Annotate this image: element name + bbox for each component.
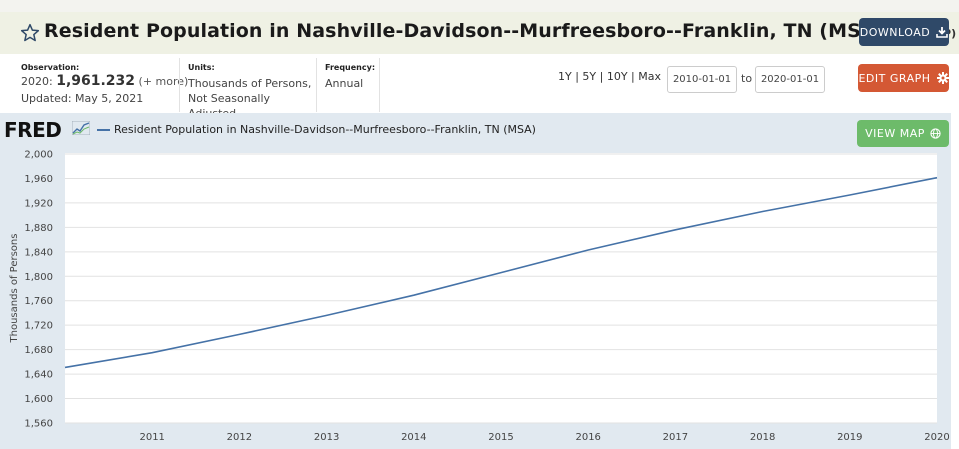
x-tick-label: 2015 xyxy=(488,432,513,443)
frequency-label: Frequency: xyxy=(325,63,376,72)
x-tick-label: 2020 xyxy=(924,432,949,443)
y-axis-ticks: 1,560 1,600 1,640 1,680 1,720 1,760 1,800 1,840… xyxy=(24,150,53,430)
range-5y[interactable]: 5Y xyxy=(582,70,597,83)
x-axis-ticks: 2011 2012 2013 2014 2015 2016 2017 2018 2019 2020 xyxy=(139,432,949,443)
fred-logo: FRED xyxy=(4,118,62,142)
range-selector: 1Y | 5Y | 10Y | Max xyxy=(558,70,662,83)
end-date-input[interactable]: 2020-01-01 xyxy=(755,66,825,93)
y-tick-label: 2,000 xyxy=(24,150,53,161)
x-tick-label: 2017 xyxy=(663,432,688,443)
globe-icon xyxy=(930,128,941,139)
meta-divider xyxy=(316,58,317,112)
legend-swatch xyxy=(97,129,110,131)
y-axis-title: Thousands of Persons xyxy=(9,234,20,344)
series-group xyxy=(64,176,938,369)
units-label: Units: xyxy=(188,63,215,72)
edit-graph-button[interactable]: EDIT GRAPH xyxy=(858,64,949,92)
fred-graph-icon xyxy=(72,121,90,135)
gear-icon xyxy=(936,72,949,84)
x-tick-label: 2011 xyxy=(139,432,164,443)
range-max[interactable]: Max xyxy=(638,70,662,83)
observation-value: 1,961.232 xyxy=(56,73,136,89)
meta-divider xyxy=(379,58,380,112)
download-button[interactable]: DOWNLOAD xyxy=(859,18,949,46)
observation-value-row: 2020: 1,961.232 (+ more) xyxy=(21,74,188,89)
legend-label: Resident Population in Nashville-Davidso… xyxy=(114,123,536,136)
units-line1: Thousands of Persons, xyxy=(188,77,312,90)
x-tick-label: 2013 xyxy=(314,432,339,443)
view-map-button[interactable]: VIEW MAP xyxy=(857,120,949,147)
y-tick-label: 1,800 xyxy=(24,272,53,283)
to-label: to xyxy=(741,72,753,85)
updated-date: Updated: May 5, 2021 xyxy=(21,92,144,105)
y-tick-label: 1,640 xyxy=(24,370,53,381)
range-10y[interactable]: 10Y xyxy=(606,70,628,83)
star-icon[interactable] xyxy=(20,23,40,43)
observation-label: Observation: xyxy=(21,63,80,72)
y-tick-label: 1,760 xyxy=(24,296,53,307)
x-tick-label: 2014 xyxy=(401,432,426,443)
download-label: DOWNLOAD xyxy=(859,25,931,39)
y-tick-label: 1,880 xyxy=(24,223,53,234)
y-tick-label: 1,600 xyxy=(24,394,53,405)
frequency-value: Annual xyxy=(325,77,364,90)
x-tick-label: 2019 xyxy=(837,432,862,443)
observation-block: Observation: 2020: 1,961.232 (+ more) Up… xyxy=(21,56,188,112)
observation-year: 2020: xyxy=(21,75,53,88)
series-line xyxy=(64,176,938,369)
edit-graph-label: EDIT GRAPH xyxy=(858,71,931,85)
download-icon xyxy=(936,27,949,38)
plot-background xyxy=(65,153,937,423)
series-header: Resident Population in Nashville-Davidso… xyxy=(0,12,959,54)
series-title: Resident Population in Nashville-Davidso… xyxy=(44,20,885,42)
grid-lines xyxy=(65,153,937,424)
observation-more-link[interactable]: (+ more) xyxy=(138,75,189,88)
y-tick-label: 1,680 xyxy=(24,345,53,356)
x-tick-label: 2018 xyxy=(750,432,775,443)
top-strip xyxy=(0,0,959,12)
x-tick-label: 2016 xyxy=(575,432,600,443)
frequency-block: Frequency: Annual xyxy=(325,56,375,112)
y-tick-label: 1,720 xyxy=(24,321,53,332)
view-map-label: VIEW MAP xyxy=(865,127,925,140)
start-date-input[interactable]: 2010-01-01 xyxy=(667,66,737,93)
range-1y[interactable]: 1Y xyxy=(558,70,572,83)
y-tick-label: 1,960 xyxy=(24,174,53,185)
meta-divider xyxy=(179,58,180,112)
y-tick-label: 1,560 xyxy=(24,419,53,430)
y-tick-label: 1,840 xyxy=(24,247,53,258)
y-tick-label: 1,920 xyxy=(24,198,53,209)
x-tick-label: 2012 xyxy=(227,432,252,443)
